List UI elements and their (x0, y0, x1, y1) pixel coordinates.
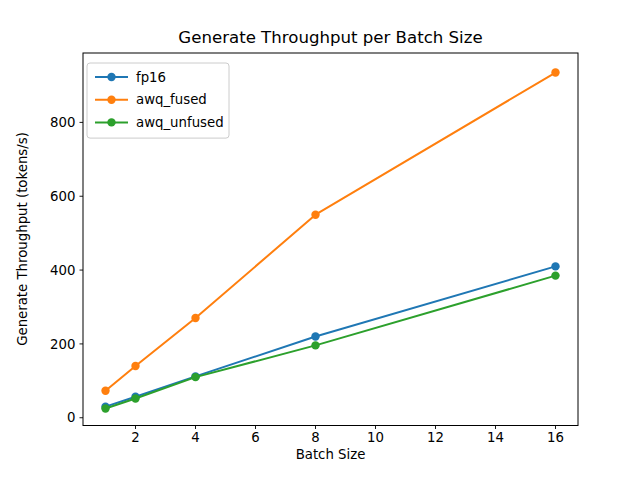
x-tick-label: 12 (427, 430, 444, 445)
x-tick-label: 6 (251, 430, 259, 445)
legend-label-fp16: fp16 (136, 70, 166, 85)
data-point-awq_unfused (311, 341, 319, 349)
x-tick-label: 16 (547, 430, 564, 445)
data-point-fp16 (311, 332, 319, 340)
x-tick-label: 14 (487, 430, 504, 445)
data-point-awq_unfused (551, 271, 559, 279)
y-tick-label: 200 (50, 337, 75, 352)
x-tick-label: 2 (131, 430, 139, 445)
data-point-fp16 (551, 262, 559, 270)
y-tick-label: 0 (67, 410, 75, 425)
legend-sample-marker-fp16 (107, 73, 115, 81)
legend-sample-marker-awq_fused (107, 96, 115, 104)
x-axis-label: Batch Size (83, 447, 578, 462)
data-point-awq_unfused (131, 394, 139, 402)
y-axis-label: Generate Throughput (tokens/s) (15, 132, 30, 346)
figure: 2 4 6 8 10 12 14 16 0 200 400 600 800 fp16 awq_fusedaw… (0, 0, 640, 480)
series-line-awq_unfused (106, 276, 556, 409)
data-point-awq_fused (191, 314, 199, 322)
data-point-awq_unfused (101, 404, 109, 412)
legend-label-awq_unfused: awq_unfused (136, 115, 224, 130)
x-tick-label: 4 (191, 430, 199, 445)
x-tick-label: 8 (311, 430, 319, 445)
legend-sample-marker-awq_unfused (107, 118, 115, 126)
data-point-awq_fused (551, 68, 559, 76)
throughput-line-chart: 2 4 6 8 10 12 14 16 0 200 400 600 800 fp16 awq_fusedaw… (0, 0, 640, 480)
x-tick-label: 10 (367, 430, 384, 445)
data-point-awq_fused (311, 210, 319, 218)
y-tick-label: 800 (50, 115, 75, 130)
chart-title: Generate Throughput per Batch Size (83, 29, 578, 47)
data-point-awq_fused (131, 362, 139, 370)
legend-label-awq_fused: awq_fused (136, 92, 207, 107)
y-tick-label: 400 (50, 263, 75, 278)
y-tick-label: 600 (50, 189, 75, 204)
data-point-awq_fused (101, 387, 109, 395)
data-point-awq_unfused (191, 373, 199, 381)
